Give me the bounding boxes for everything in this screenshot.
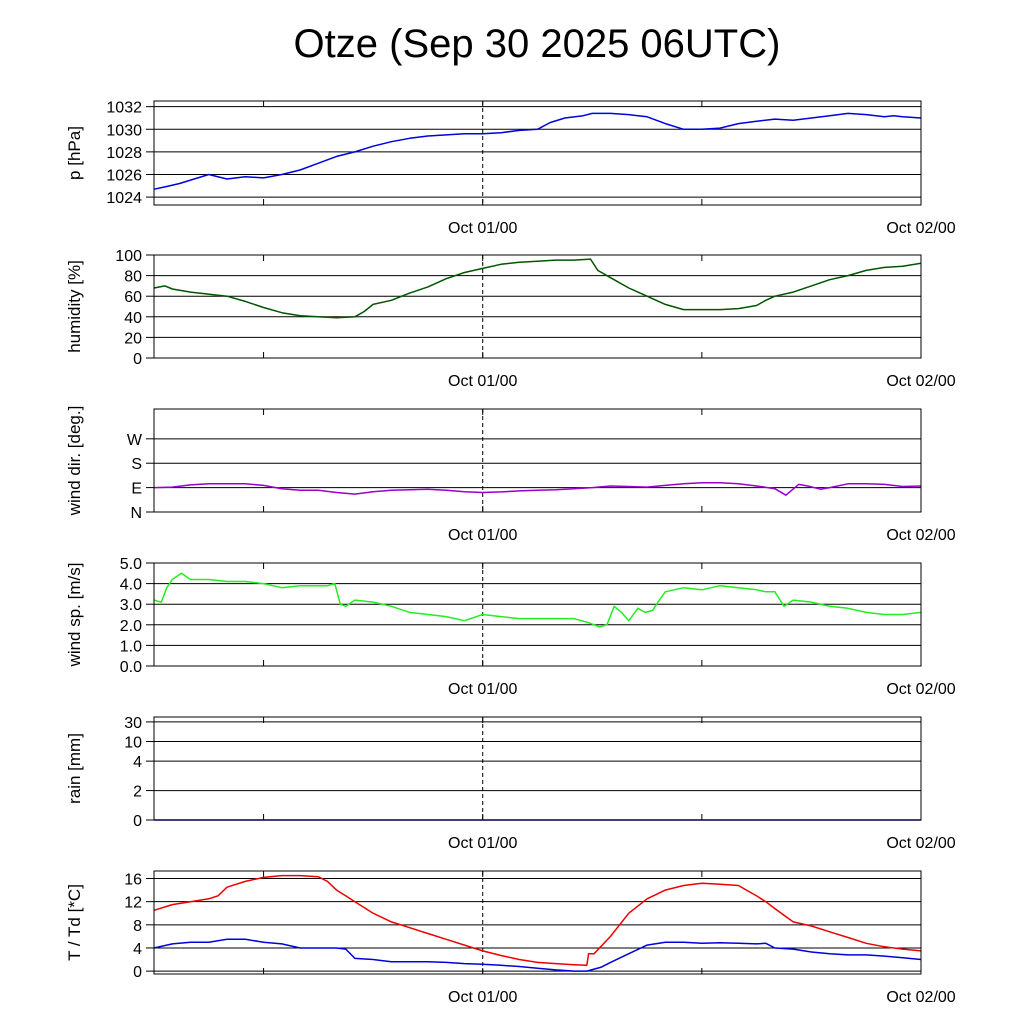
x-tick-label: Oct 01/00 <box>448 220 517 237</box>
panel-3: 0.0 1.0 2.0 3.0 4.0 5.0 Oct 01/00 Oct 02/00 wind… <box>65 556 956 698</box>
x-tick-label: Oct 02/00 <box>886 220 955 237</box>
panel-frame <box>153 562 922 667</box>
y-tick-label: 80 <box>124 269 142 286</box>
y-tick-label: 1028 <box>106 145 142 162</box>
y-axis-label: p [hPa] <box>65 126 84 180</box>
y-tick-label: 1024 <box>106 190 142 207</box>
y-tick-label: E <box>131 481 142 498</box>
x-tick-label: Oct 01/00 <box>448 989 517 1006</box>
x-tick-label: Oct 02/00 <box>886 989 955 1006</box>
y-axis-label: humidity [%] <box>65 260 84 353</box>
y-tick-label: S <box>131 456 142 473</box>
panel-frame <box>153 716 922 821</box>
y-tick-label: 3.0 <box>120 597 142 614</box>
y-tick-label: 1030 <box>106 122 142 139</box>
panel-frame <box>153 100 922 206</box>
y-tick-label: 12 <box>124 895 142 912</box>
y-axis-label: T / Td [*C] <box>65 884 84 961</box>
panel-1: 0 20 40 60 80 100 Oct 01/00 Oct 02/00 humidity [… <box>65 248 956 390</box>
y-axis-label: wind dir. [deg.] <box>65 406 84 517</box>
x-tick-label: Oct 02/00 <box>886 527 955 544</box>
y-tick-label: 40 <box>124 310 142 327</box>
y-tick-label: 20 <box>124 330 142 347</box>
x-tick-label: Oct 01/00 <box>448 835 517 852</box>
y-tick-label: 2.0 <box>120 618 142 635</box>
panel-4: 0 2 4 10 30 Oct 01/00 Oct 02/00 rain [mm] <box>65 715 956 852</box>
panel-5: 0 4 8 12 16 Oct 01/00 Oct 02/00 T / Td [*C] <box>65 870 956 1006</box>
y-tick-label: 5.0 <box>120 556 142 573</box>
y-tick-label: 1.0 <box>120 638 142 655</box>
y-tick-label: N <box>130 505 142 522</box>
chart-title: Otze (Sep 30 2025 06UTC) <box>293 22 781 66</box>
y-tick-label: 10 <box>124 735 142 752</box>
y-tick-label: 1032 <box>106 100 142 117</box>
series-line-0 <box>153 481 922 496</box>
x-tick-label: Oct 02/00 <box>886 835 955 852</box>
y-tick-label: 0 <box>133 351 142 368</box>
panel-frame <box>153 870 922 975</box>
x-tick-label: Oct 01/00 <box>448 681 517 698</box>
y-axis-label: rain [mm] <box>65 733 84 804</box>
x-tick-label: Oct 02/00 <box>886 681 955 698</box>
y-tick-label: 60 <box>124 289 142 306</box>
x-tick-label: Oct 01/00 <box>448 373 517 390</box>
series-line-0 <box>153 572 922 628</box>
series-line-0 <box>153 112 922 190</box>
x-tick-label: Oct 02/00 <box>886 373 955 390</box>
series-line-0 <box>153 258 922 319</box>
y-tick-label: 0.0 <box>120 659 142 676</box>
y-tick-label: 4 <box>133 941 142 958</box>
y-tick-label: 2 <box>133 784 142 801</box>
y-tick-label: W <box>127 432 143 449</box>
series-line-0 <box>153 874 922 967</box>
y-tick-label: 30 <box>124 715 142 732</box>
y-tick-label: 100 <box>115 248 142 265</box>
series-line-1 <box>153 938 922 972</box>
y-tick-label: 0 <box>133 964 142 981</box>
panel-frame <box>153 254 922 359</box>
y-tick-label: 1026 <box>106 167 142 184</box>
y-axis-label: wind sp. [m/s] <box>65 563 84 668</box>
y-tick-label: 0 <box>133 813 142 830</box>
y-tick-label: 4.0 <box>120 577 142 594</box>
y-tick-label: 16 <box>124 872 142 889</box>
panel-0: 1024 1026 1028 1030 1032 Oct 01/00 Oct 02/00 p … <box>65 100 956 237</box>
panel-frame <box>153 408 922 513</box>
y-tick-label: 8 <box>133 918 142 935</box>
y-tick-label: 4 <box>133 754 142 771</box>
x-tick-label: Oct 01/00 <box>448 527 517 544</box>
